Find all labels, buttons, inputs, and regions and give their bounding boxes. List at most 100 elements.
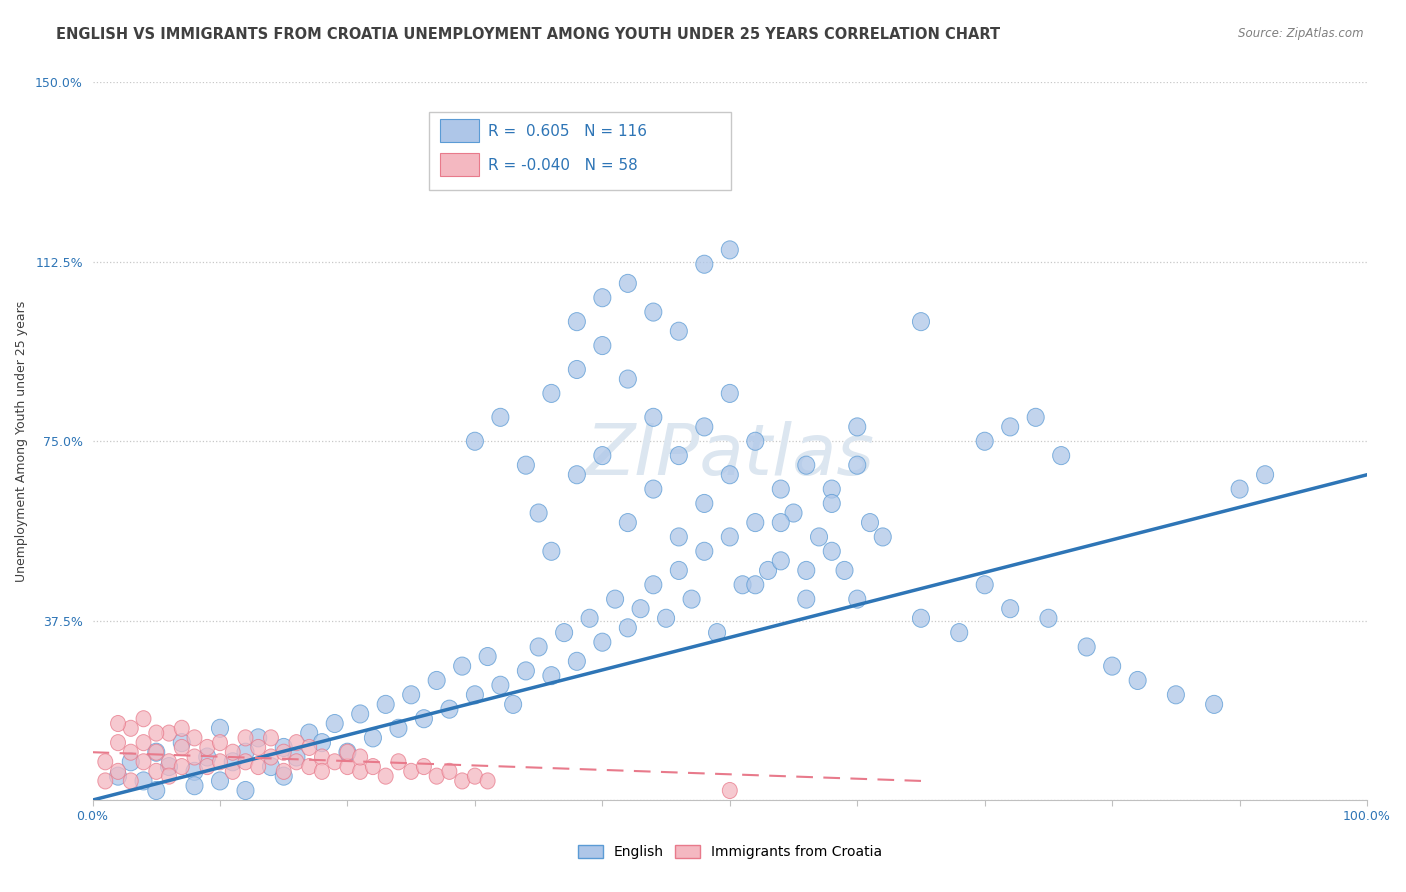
Ellipse shape	[581, 609, 598, 627]
Ellipse shape	[696, 542, 713, 560]
Ellipse shape	[339, 743, 356, 761]
Ellipse shape	[1104, 657, 1121, 675]
Ellipse shape	[135, 772, 152, 790]
Ellipse shape	[467, 686, 484, 704]
Ellipse shape	[912, 609, 929, 627]
Ellipse shape	[772, 514, 789, 532]
Ellipse shape	[479, 648, 496, 665]
Ellipse shape	[543, 666, 560, 685]
Ellipse shape	[683, 591, 700, 608]
Ellipse shape	[366, 758, 381, 774]
Ellipse shape	[530, 504, 547, 522]
Ellipse shape	[593, 336, 610, 355]
Ellipse shape	[555, 624, 572, 641]
Ellipse shape	[824, 542, 841, 560]
Text: ENGLISH VS IMMIGRANTS FROM CROATIA UNEMPLOYMENT AMONG YOUTH UNDER 25 YEARS CORRE: ENGLISH VS IMMIGRANTS FROM CROATIA UNEMP…	[56, 27, 1000, 42]
Ellipse shape	[1053, 447, 1070, 465]
Ellipse shape	[1232, 480, 1249, 498]
Ellipse shape	[441, 764, 457, 780]
Y-axis label: Unemployment Among Youth under 25 years: Unemployment Among Youth under 25 years	[15, 301, 28, 582]
Ellipse shape	[606, 591, 624, 608]
Ellipse shape	[263, 749, 278, 765]
Ellipse shape	[1028, 409, 1045, 426]
Ellipse shape	[224, 753, 242, 771]
Ellipse shape	[290, 754, 304, 770]
Ellipse shape	[721, 384, 738, 402]
Ellipse shape	[352, 705, 368, 723]
Ellipse shape	[747, 575, 763, 594]
Ellipse shape	[950, 624, 967, 641]
Ellipse shape	[110, 767, 127, 785]
Ellipse shape	[619, 275, 637, 293]
Ellipse shape	[124, 772, 138, 789]
Ellipse shape	[619, 619, 637, 637]
Ellipse shape	[186, 763, 202, 780]
Ellipse shape	[824, 480, 841, 498]
Ellipse shape	[250, 729, 267, 747]
Ellipse shape	[276, 767, 292, 785]
Ellipse shape	[976, 575, 993, 594]
Ellipse shape	[162, 725, 177, 741]
Ellipse shape	[568, 360, 585, 378]
Ellipse shape	[340, 744, 354, 760]
Ellipse shape	[619, 370, 637, 388]
Ellipse shape	[238, 730, 253, 746]
Ellipse shape	[517, 456, 534, 475]
Ellipse shape	[593, 289, 610, 307]
Ellipse shape	[149, 764, 163, 780]
Ellipse shape	[211, 719, 229, 738]
Ellipse shape	[288, 748, 305, 766]
Ellipse shape	[543, 542, 560, 560]
Ellipse shape	[1129, 672, 1146, 690]
Ellipse shape	[696, 494, 713, 513]
Ellipse shape	[759, 561, 776, 580]
Ellipse shape	[645, 303, 662, 321]
Text: R =  0.605   N = 116: R = 0.605 N = 116	[488, 124, 647, 138]
Ellipse shape	[391, 754, 406, 770]
Text: Source: ZipAtlas.com: Source: ZipAtlas.com	[1239, 27, 1364, 40]
Ellipse shape	[290, 735, 304, 751]
Ellipse shape	[810, 528, 828, 546]
Ellipse shape	[302, 739, 316, 756]
Ellipse shape	[364, 729, 381, 747]
Ellipse shape	[378, 768, 394, 784]
Ellipse shape	[1257, 466, 1274, 483]
Ellipse shape	[481, 772, 495, 789]
Ellipse shape	[250, 739, 266, 756]
Ellipse shape	[276, 764, 291, 780]
Ellipse shape	[162, 768, 177, 784]
Ellipse shape	[136, 754, 150, 770]
Ellipse shape	[671, 322, 688, 340]
Ellipse shape	[162, 754, 177, 770]
Ellipse shape	[568, 466, 585, 483]
Ellipse shape	[276, 744, 291, 760]
Ellipse shape	[568, 312, 585, 331]
Ellipse shape	[111, 715, 125, 731]
Ellipse shape	[1040, 609, 1057, 627]
Legend: English, Immigrants from Croatia: English, Immigrants from Croatia	[572, 839, 887, 865]
Ellipse shape	[862, 514, 879, 532]
Ellipse shape	[301, 724, 318, 742]
Text: R = -0.040   N = 58: R = -0.040 N = 58	[488, 158, 638, 172]
Ellipse shape	[212, 735, 228, 751]
Ellipse shape	[149, 725, 163, 741]
Ellipse shape	[429, 768, 444, 784]
Ellipse shape	[454, 657, 471, 675]
Ellipse shape	[645, 480, 662, 498]
Ellipse shape	[505, 696, 522, 714]
Ellipse shape	[98, 772, 112, 789]
Ellipse shape	[568, 652, 585, 671]
Ellipse shape	[402, 686, 420, 704]
Ellipse shape	[136, 735, 150, 751]
Ellipse shape	[276, 739, 292, 756]
Ellipse shape	[721, 241, 738, 259]
Ellipse shape	[174, 739, 190, 756]
Ellipse shape	[187, 749, 202, 765]
Ellipse shape	[263, 757, 280, 776]
Ellipse shape	[200, 739, 215, 756]
Ellipse shape	[849, 591, 866, 608]
Ellipse shape	[1167, 686, 1184, 704]
Ellipse shape	[174, 758, 190, 774]
Ellipse shape	[389, 719, 406, 738]
Ellipse shape	[225, 764, 240, 780]
